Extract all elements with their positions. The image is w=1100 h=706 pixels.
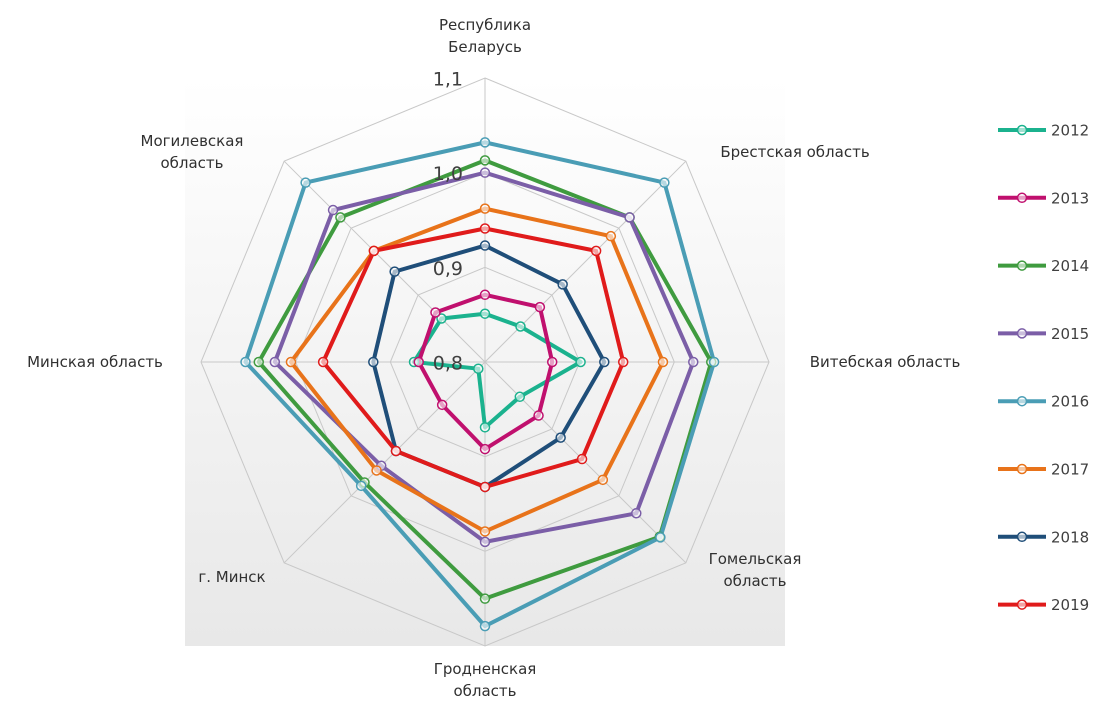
marker — [479, 308, 491, 319]
marker — [355, 480, 367, 492]
legend-label: 2013 — [1051, 189, 1089, 207]
marker — [597, 474, 609, 486]
marker — [575, 356, 586, 368]
marker — [479, 620, 491, 632]
marker — [590, 245, 602, 257]
legend-label: 2014 — [1051, 257, 1089, 275]
category-label: Могилевская область — [140, 132, 244, 172]
marker — [253, 356, 264, 368]
legend-marker — [1016, 328, 1028, 339]
marker — [371, 465, 382, 476]
marker — [436, 399, 448, 411]
category-label: Витебская область — [809, 353, 961, 371]
marker — [479, 167, 491, 178]
legend-marker — [1016, 599, 1028, 610]
marker — [546, 356, 558, 368]
category-label: Гомельская область — [708, 550, 802, 590]
marker — [655, 532, 666, 543]
marker — [285, 356, 297, 368]
marker — [479, 240, 491, 251]
legend-label: 2015 — [1051, 325, 1089, 343]
category-label: Минская область — [27, 353, 163, 371]
marker — [599, 356, 610, 368]
marker — [269, 356, 281, 368]
legend-marker — [1016, 260, 1028, 271]
marker — [631, 508, 642, 519]
marker — [688, 356, 699, 368]
marker — [555, 432, 566, 443]
legend-marker — [1016, 124, 1028, 136]
marker — [473, 363, 484, 374]
marker — [515, 321, 526, 332]
marker — [240, 356, 251, 368]
category-label: Гродненская область — [433, 660, 537, 700]
category-label: г. Минск — [198, 568, 266, 586]
r-tick-label: 1,1 — [433, 69, 463, 91]
marker — [479, 289, 491, 301]
marker — [617, 356, 629, 368]
marker — [413, 356, 424, 368]
marker — [300, 177, 311, 188]
marker — [605, 230, 617, 242]
legend-label: 2016 — [1051, 393, 1089, 411]
marker — [659, 177, 670, 188]
marker — [479, 422, 491, 433]
legend-marker — [1016, 463, 1028, 475]
marker — [479, 137, 491, 148]
marker — [624, 212, 635, 223]
r-tick-label: 0,8 — [433, 353, 463, 375]
spoke — [283, 160, 486, 363]
marker — [657, 356, 669, 368]
legend-marker — [1016, 531, 1028, 543]
legend-label: 2018 — [1051, 528, 1089, 546]
marker — [479, 443, 491, 455]
marker — [479, 223, 491, 234]
category-label: Брестская область — [720, 143, 870, 161]
legend-marker — [1016, 192, 1028, 204]
r-tick-label: 0,9 — [433, 258, 463, 280]
marker — [533, 410, 544, 421]
marker — [335, 212, 346, 223]
marker — [534, 301, 546, 313]
marker — [479, 526, 491, 537]
marker — [430, 307, 441, 318]
legend-label: 2017 — [1051, 461, 1089, 479]
marker — [557, 279, 568, 290]
marker — [389, 266, 400, 277]
marker — [390, 445, 402, 457]
marker — [479, 593, 491, 604]
marker — [368, 245, 380, 257]
marker — [708, 356, 720, 368]
marker — [368, 356, 379, 368]
marker — [479, 203, 491, 214]
legend-label: 2019 — [1051, 596, 1089, 614]
marker — [479, 155, 491, 166]
legend-marker — [1016, 395, 1028, 407]
marker — [479, 481, 491, 493]
marker — [436, 313, 447, 324]
marker — [317, 356, 329, 368]
marker — [327, 204, 339, 216]
r-tick-label: 1,0 — [433, 163, 463, 185]
marker — [514, 391, 526, 403]
marker — [576, 453, 588, 465]
category-label: Республика Беларусь — [438, 16, 532, 56]
legend-label: 2012 — [1051, 122, 1089, 140]
marker — [479, 536, 491, 548]
